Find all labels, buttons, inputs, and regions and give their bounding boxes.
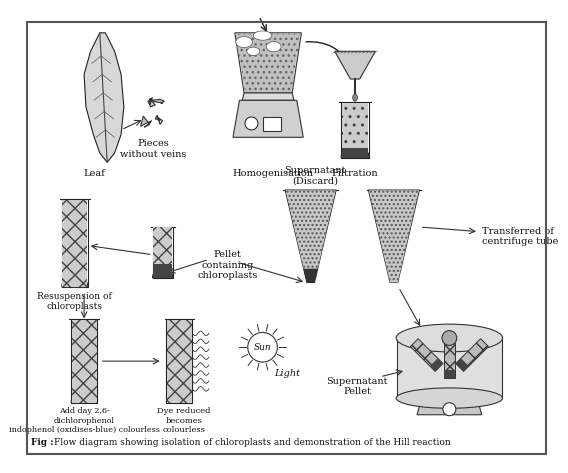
Polygon shape (286, 191, 336, 269)
Polygon shape (148, 97, 155, 107)
Polygon shape (62, 199, 88, 287)
Text: Transferred of
centrifuge tube: Transferred of centrifuge tube (482, 227, 558, 246)
FancyBboxPatch shape (430, 359, 443, 371)
Ellipse shape (353, 94, 357, 101)
Text: Sun: Sun (254, 343, 272, 352)
Polygon shape (151, 99, 165, 103)
Circle shape (248, 333, 277, 362)
Polygon shape (396, 338, 502, 398)
Polygon shape (153, 264, 173, 278)
Ellipse shape (266, 42, 281, 52)
Polygon shape (369, 190, 419, 282)
FancyBboxPatch shape (410, 339, 443, 371)
Polygon shape (236, 34, 300, 92)
Wedge shape (62, 274, 88, 287)
Text: Pellet
containing
chloroplasts: Pellet containing chloroplasts (197, 250, 258, 280)
Wedge shape (166, 390, 193, 403)
Text: Light: Light (274, 368, 300, 377)
Polygon shape (84, 33, 124, 162)
Text: Supernatant
(Discard): Supernatant (Discard) (285, 166, 346, 185)
Polygon shape (167, 320, 192, 403)
Ellipse shape (396, 388, 503, 408)
Polygon shape (72, 320, 97, 403)
Text: Resuspension of
chloroplasts: Resuspension of chloroplasts (37, 292, 112, 311)
Polygon shape (417, 398, 482, 415)
Ellipse shape (236, 36, 252, 48)
FancyBboxPatch shape (444, 370, 455, 378)
Wedge shape (341, 144, 369, 158)
Ellipse shape (396, 324, 503, 352)
Polygon shape (335, 51, 375, 79)
Text: Fig :: Fig : (31, 438, 54, 447)
Polygon shape (153, 228, 173, 264)
Text: Filtration: Filtration (332, 169, 378, 178)
Polygon shape (341, 102, 369, 158)
Polygon shape (62, 200, 87, 287)
Text: Homogenisation: Homogenisation (232, 169, 313, 178)
Polygon shape (235, 33, 302, 93)
Polygon shape (71, 319, 97, 403)
Wedge shape (71, 390, 97, 403)
Polygon shape (304, 269, 318, 282)
FancyBboxPatch shape (444, 342, 455, 378)
Circle shape (442, 331, 457, 345)
Ellipse shape (253, 31, 272, 40)
Text: Dye reduced
becomes
colourless: Dye reduced becomes colourless (157, 407, 211, 434)
Polygon shape (341, 103, 369, 149)
Circle shape (245, 117, 258, 130)
Polygon shape (262, 117, 281, 131)
Wedge shape (153, 268, 173, 278)
Text: Add day 2,6-
dichlorophenol
indophenol (oxidises-blue) colourless: Add day 2,6- dichlorophenol indophenol (… (9, 407, 160, 434)
Text: Flow diagram showing isolation of chloroplasts and demonstration of the Hill rea: Flow diagram showing isolation of chloro… (55, 438, 451, 447)
Polygon shape (242, 93, 294, 100)
Polygon shape (341, 149, 369, 158)
FancyBboxPatch shape (456, 359, 469, 371)
FancyBboxPatch shape (456, 339, 488, 371)
Polygon shape (140, 116, 152, 127)
Circle shape (443, 403, 456, 416)
Polygon shape (166, 319, 193, 403)
Text: Leaf: Leaf (83, 169, 105, 178)
Polygon shape (233, 100, 303, 137)
Text: Supernatant
Pellet: Supernatant Pellet (326, 377, 387, 396)
Text: Pieces
without veins: Pieces without veins (120, 139, 187, 158)
Polygon shape (153, 227, 173, 278)
Polygon shape (285, 190, 336, 282)
Polygon shape (369, 191, 419, 282)
Polygon shape (155, 115, 162, 124)
Ellipse shape (247, 47, 260, 55)
